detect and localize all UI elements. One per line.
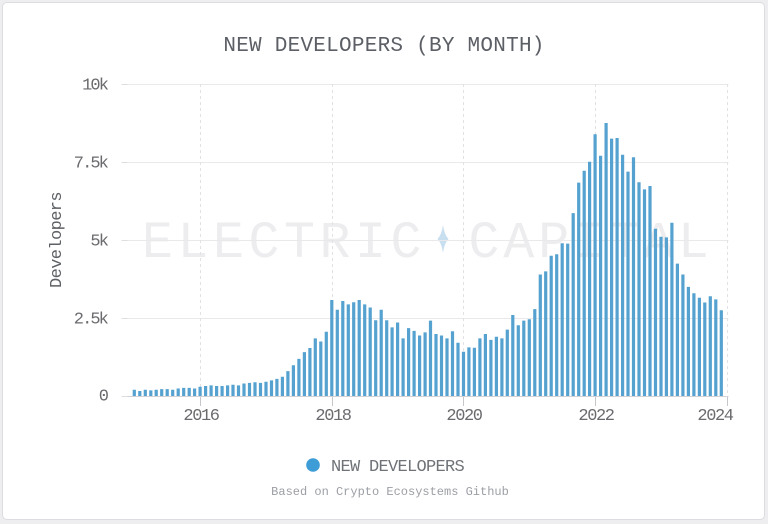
svg-text:2020: 2020 xyxy=(446,407,482,426)
svg-text:10k: 10k xyxy=(82,77,109,96)
svg-text:2018: 2018 xyxy=(315,407,351,426)
svg-text:2016: 2016 xyxy=(183,407,219,426)
svg-text:5k: 5k xyxy=(90,233,108,252)
svg-text:2022: 2022 xyxy=(578,407,613,426)
svg-text:2024: 2024 xyxy=(697,407,733,426)
svg-text:Developers: Developers xyxy=(48,192,67,288)
svg-text:NEW DEVELOPERS: NEW DEVELOPERS xyxy=(331,458,465,477)
svg-text:0: 0 xyxy=(99,388,109,407)
svg-text:2.5k: 2.5k xyxy=(74,311,109,330)
svg-text:Based on Crypto Ecosystems Git: Based on Crypto Ecosystems Github xyxy=(271,485,509,499)
svg-text:NEW DEVELOPERS (BY MONTH): NEW DEVELOPERS (BY MONTH) xyxy=(223,35,544,58)
svg-text:7.5k: 7.5k xyxy=(74,155,109,174)
svg-text:ELECTRIC: ELECTRIC xyxy=(142,215,426,273)
